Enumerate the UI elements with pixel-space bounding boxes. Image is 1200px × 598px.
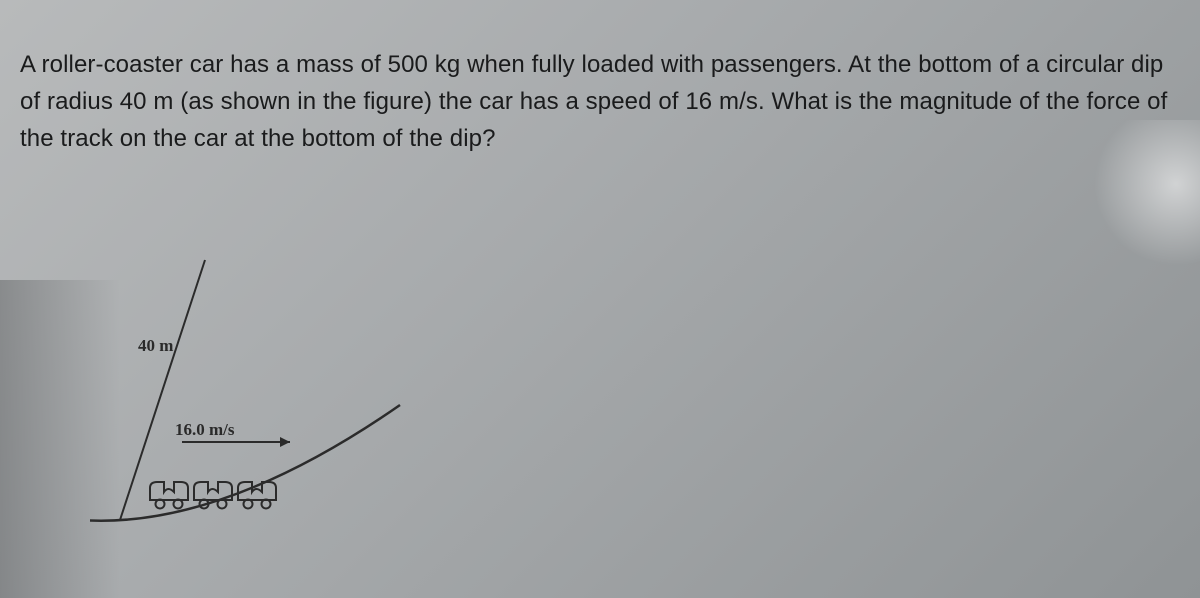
question-text: A roller-coaster car has a mass of 500 k…: [0, 0, 1200, 158]
track-curve: [90, 405, 400, 521]
speed-label: 16.0 m/s: [175, 420, 235, 440]
speed-arrow-head: [280, 437, 290, 447]
physics-diagram: 40 m 16.0 m/s: [90, 230, 510, 570]
diagram-svg: [90, 230, 510, 570]
radius-label: 40 m: [138, 336, 173, 356]
